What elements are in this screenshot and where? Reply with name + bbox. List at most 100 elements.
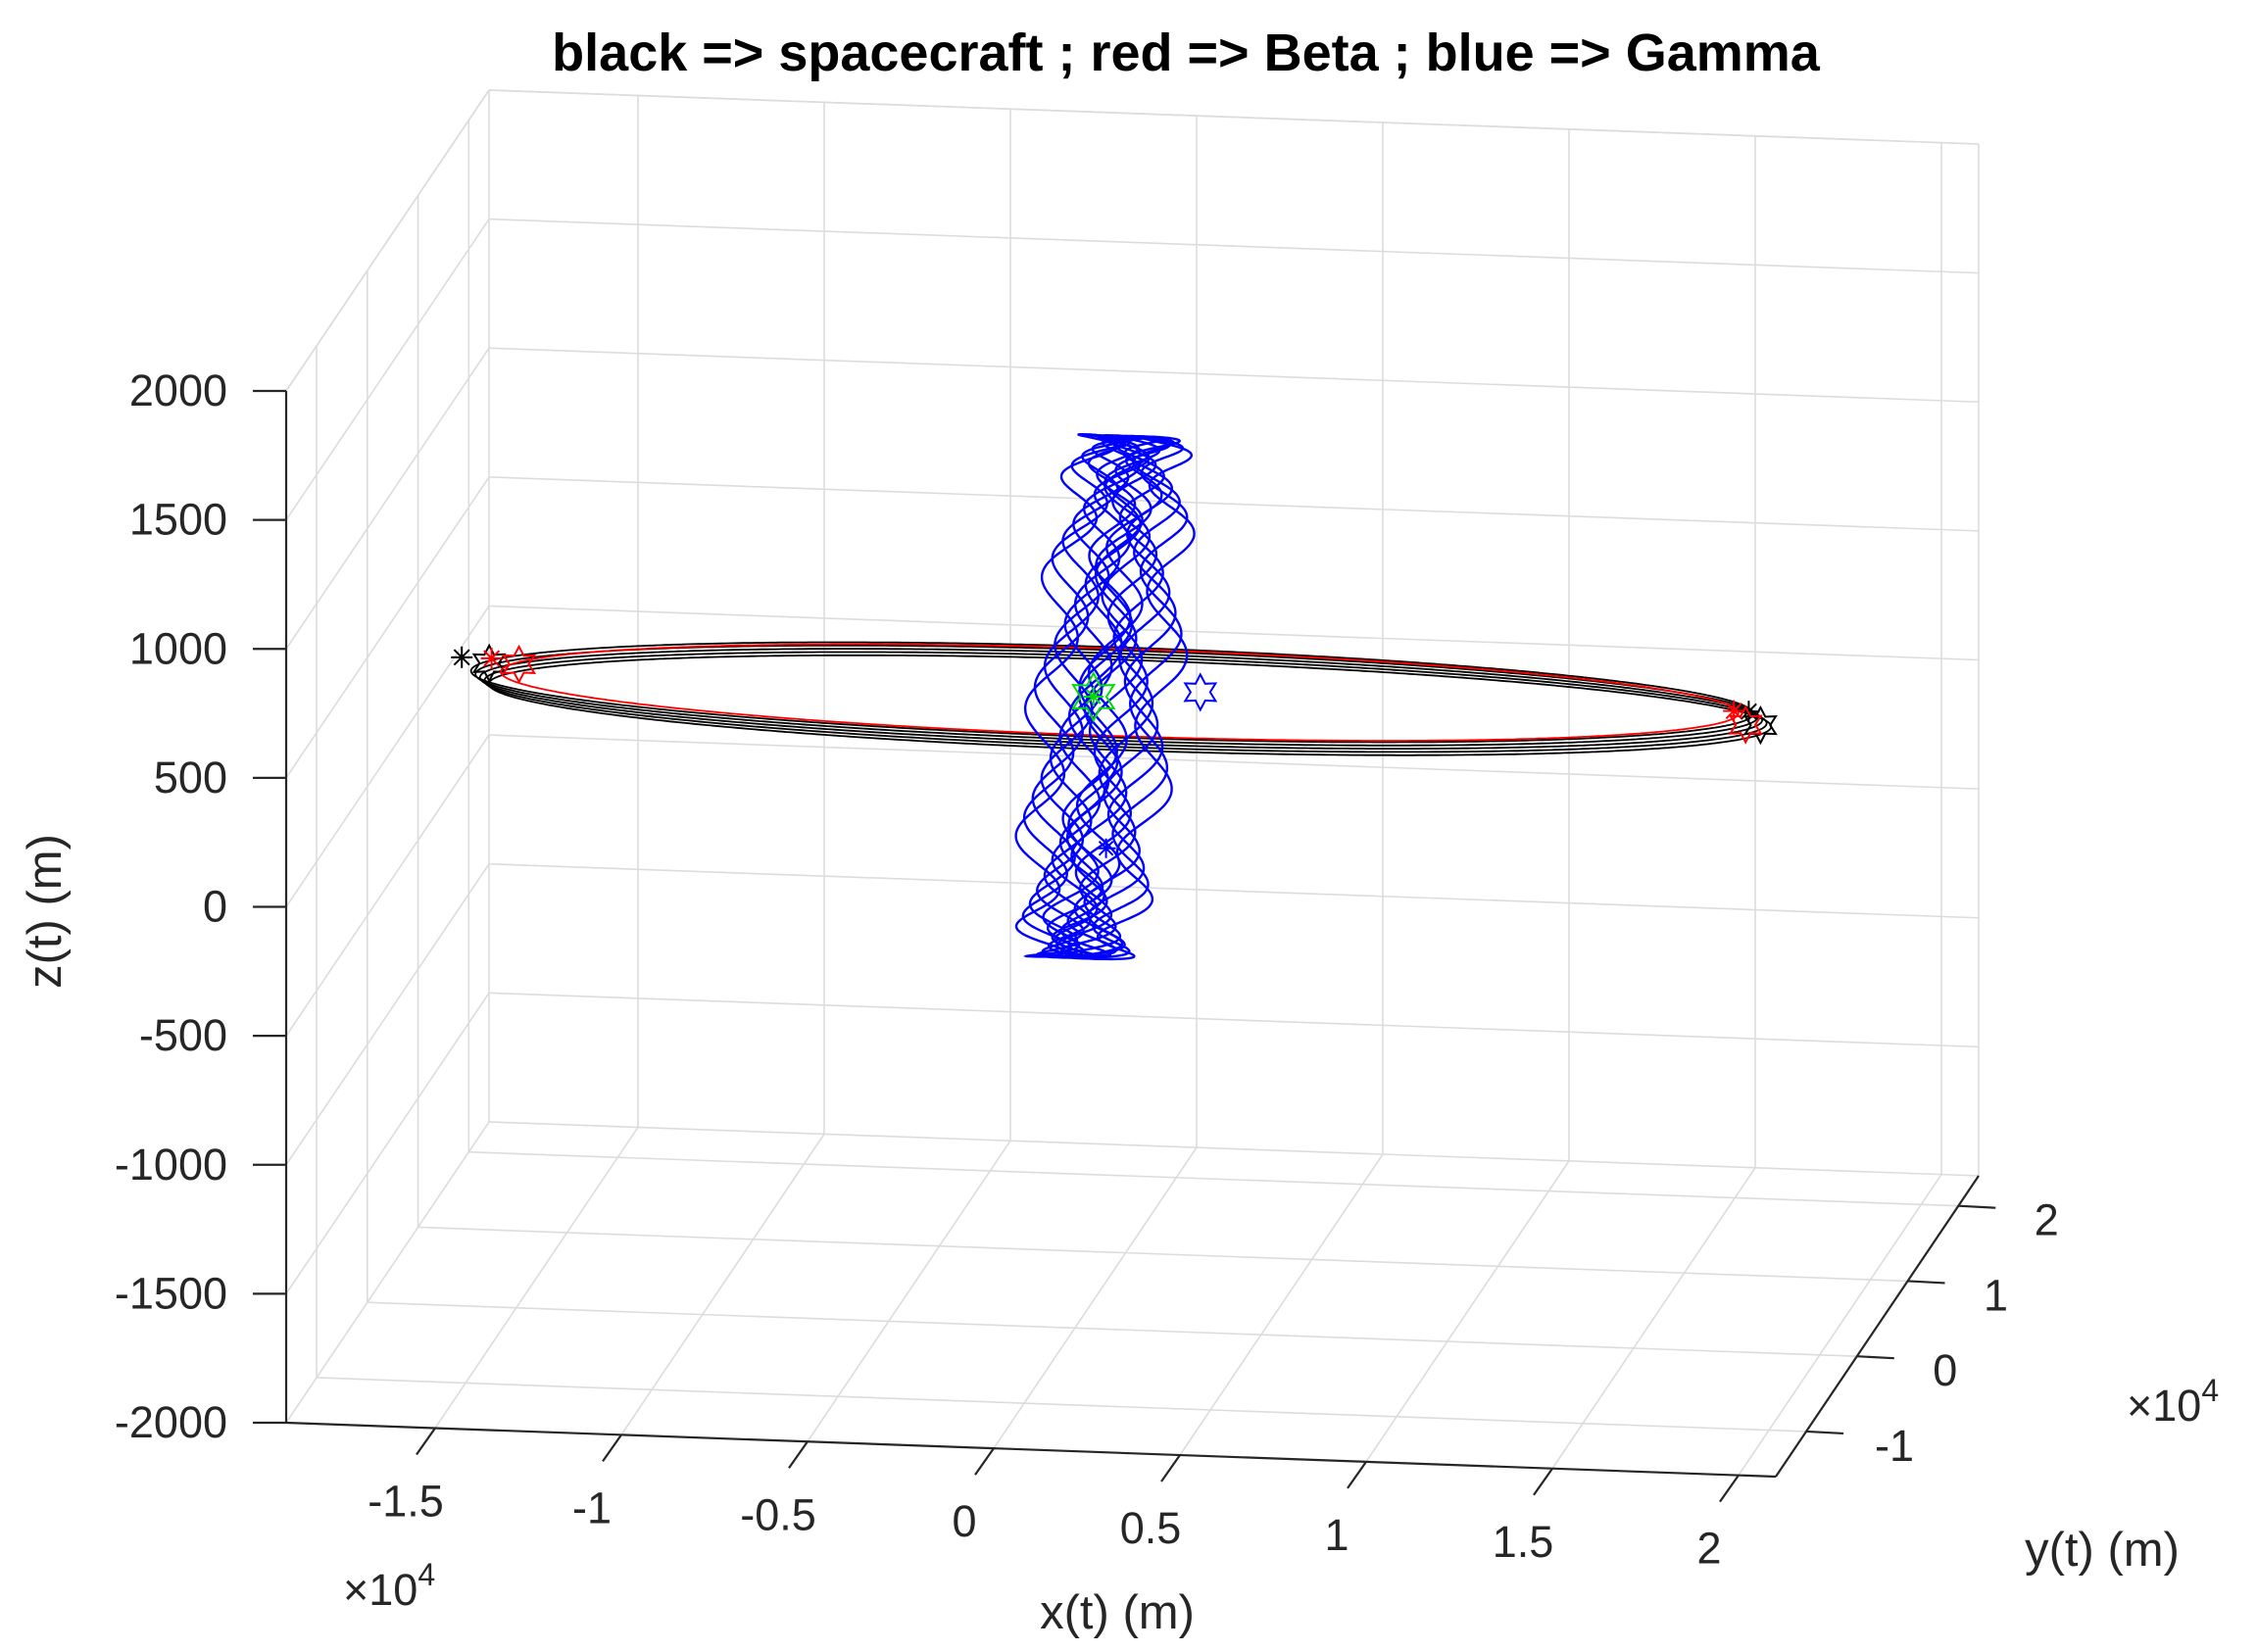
chart-title: black => spacecraft ; red => Beta ; blue… bbox=[552, 24, 1821, 82]
grid-line bbox=[317, 1377, 1807, 1433]
series-gamma bbox=[1014, 433, 1196, 961]
x-tick bbox=[1719, 1474, 1740, 1503]
plot-area bbox=[451, 433, 1778, 961]
series-spacecraft-start-marker bbox=[451, 646, 473, 668]
z-tick-label: 1500 bbox=[129, 495, 227, 545]
series-beta-start-marker bbox=[480, 647, 503, 669]
x-axis-label: x(t) (m) bbox=[1040, 1586, 1195, 1639]
z-axis-label: z(t) (m) bbox=[19, 834, 72, 989]
y-tick bbox=[1958, 1204, 1996, 1209]
series-center-marker bbox=[1071, 670, 1116, 723]
ring-loop bbox=[1051, 435, 1174, 960]
x-tick-label: 0 bbox=[952, 1496, 976, 1546]
z-tick-label: -500 bbox=[139, 1010, 227, 1060]
orbit-loop bbox=[474, 644, 1759, 747]
ring-loop bbox=[1073, 435, 1196, 961]
y-tick-label: -1 bbox=[1875, 1421, 1914, 1471]
x-tick bbox=[602, 1433, 622, 1463]
z-tick-label: 0 bbox=[203, 882, 227, 932]
svg-text:×104: ×104 bbox=[2127, 1373, 2219, 1431]
x-tick-label: -1 bbox=[572, 1482, 612, 1532]
grid-line bbox=[285, 347, 490, 650]
svg-text:×104: ×104 bbox=[343, 1557, 435, 1615]
y-tick-label: 0 bbox=[1933, 1345, 1957, 1395]
x-exponent-label: ×104 bbox=[343, 1557, 435, 1615]
tick-labels: -1.5 -1 -0.5 0 0.5 1 1.5 2-1012-2000-1500-1000-… bbox=[115, 365, 2059, 1574]
x-tick bbox=[974, 1447, 995, 1476]
x-axis-line bbox=[285, 1421, 1777, 1479]
grid-line bbox=[488, 347, 1980, 404]
z-tick-label: -1500 bbox=[115, 1268, 227, 1318]
x-tick bbox=[788, 1440, 809, 1469]
y-tick bbox=[1805, 1430, 1844, 1435]
orbit-loop bbox=[483, 651, 1768, 753]
x-tick bbox=[1533, 1468, 1553, 1496]
grid-line bbox=[1551, 1167, 1756, 1470]
x-tick-label: -1.5 bbox=[368, 1477, 444, 1527]
grid-line bbox=[285, 606, 490, 907]
y-axis-line bbox=[1775, 1175, 1980, 1478]
series-spacecraft-start-hexagram bbox=[471, 643, 507, 683]
grid-line bbox=[488, 992, 1980, 1048]
z-tick-label: -2000 bbox=[115, 1397, 227, 1447]
grid-line bbox=[620, 1133, 825, 1435]
grid-line bbox=[1365, 1160, 1570, 1463]
y-tick-label: 2 bbox=[2035, 1195, 2059, 1245]
x-tick-label: -0.5 bbox=[740, 1489, 816, 1539]
ring-loop bbox=[1014, 433, 1137, 958]
series-beta-start-hexagram bbox=[502, 644, 537, 685]
grid-line bbox=[434, 1127, 639, 1429]
grid-line bbox=[285, 476, 490, 779]
grid-line bbox=[285, 992, 490, 1294]
grid-line bbox=[285, 734, 490, 1037]
orbit-loop bbox=[478, 648, 1763, 750]
x-tick bbox=[1160, 1454, 1181, 1482]
grid-line bbox=[488, 476, 1980, 532]
grid-line bbox=[488, 218, 1980, 274]
grid-line bbox=[285, 863, 490, 1166]
y-tick-label: 1 bbox=[1984, 1270, 2008, 1320]
ring-loop bbox=[1066, 434, 1189, 960]
x-tick-label: 1.5 bbox=[1493, 1517, 1554, 1567]
grid-line bbox=[468, 1150, 1959, 1207]
series-beta-end-asterisk bbox=[1723, 700, 1745, 722]
series-beta-end-marker bbox=[1728, 705, 1763, 745]
z-tick-label: 2000 bbox=[129, 365, 227, 415]
box-edge bbox=[488, 89, 1980, 145]
y-tick bbox=[1907, 1280, 1945, 1285]
series-center-asterisk bbox=[1083, 687, 1103, 707]
orbit-loop bbox=[469, 641, 1754, 744]
z-tick-label: -1000 bbox=[115, 1140, 227, 1190]
grid-line bbox=[285, 1121, 490, 1424]
y-axis-label: y(t) (m) bbox=[2025, 1524, 2180, 1577]
z-tick-label: 500 bbox=[154, 753, 227, 802]
grid bbox=[285, 89, 1980, 1477]
y-tick bbox=[1856, 1355, 1894, 1360]
z-tick-label: 1000 bbox=[129, 623, 227, 673]
series-spacecraft bbox=[469, 641, 1773, 756]
y-exponent-label: ×104 bbox=[2127, 1373, 2219, 1431]
orbit-loop bbox=[488, 654, 1773, 756]
x-tick-label: 2 bbox=[1696, 1524, 1721, 1574]
grid-line bbox=[285, 219, 490, 521]
axes bbox=[253, 389, 1996, 1503]
x-tick-label: 1 bbox=[1324, 1510, 1349, 1560]
box-edge bbox=[285, 89, 490, 392]
grid-line bbox=[993, 1146, 1198, 1449]
series-gamma-start-marker bbox=[1096, 838, 1116, 858]
series-gamma-end-marker bbox=[1183, 672, 1218, 712]
grid-line bbox=[488, 605, 1980, 661]
grid-line bbox=[417, 1226, 1908, 1283]
grid-line bbox=[488, 734, 1980, 790]
grid-line bbox=[367, 1301, 1857, 1357]
ring-loop bbox=[1058, 434, 1181, 960]
grid-line bbox=[807, 1140, 1011, 1442]
grid-line bbox=[1738, 1174, 1942, 1477]
grid-line bbox=[488, 862, 1980, 919]
x-tick bbox=[1347, 1461, 1367, 1489]
x-tick-label: 0.5 bbox=[1120, 1503, 1182, 1553]
grid-line bbox=[488, 1121, 1980, 1177]
grid-line bbox=[1179, 1153, 1384, 1456]
x-tick bbox=[416, 1427, 436, 1456]
